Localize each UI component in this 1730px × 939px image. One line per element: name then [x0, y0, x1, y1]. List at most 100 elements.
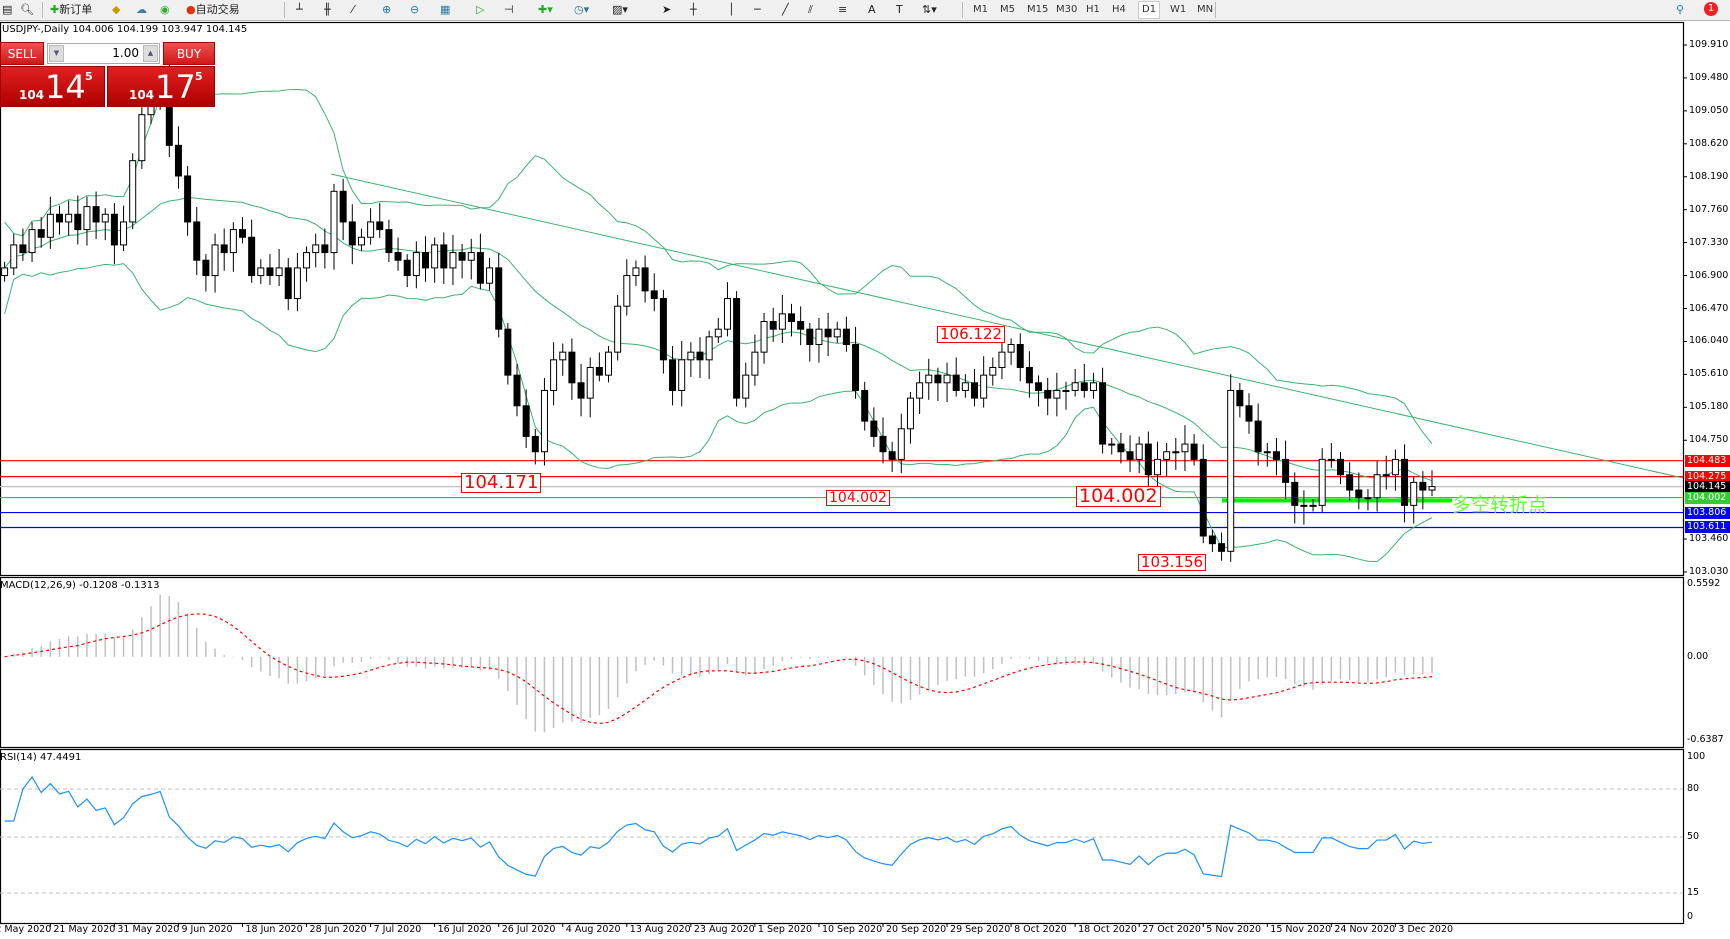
timeframe-m1[interactable]: M1	[973, 4, 988, 15]
line-chart-icon[interactable]: ⁄	[352, 3, 354, 16]
timeframe-d1[interactable]: D1	[1138, 1, 1161, 19]
candle-bear	[403, 259, 411, 277]
arrows-icon[interactable]: ⇅▾	[922, 3, 937, 16]
timeframe-h1[interactable]: H1	[1086, 4, 1100, 15]
new-order-button[interactable]: ✚新订单	[50, 1, 92, 19]
lot-size-stepper[interactable]: ▼ 1.00 ▲	[47, 43, 160, 64]
candlestick-icon[interactable]: ╫	[324, 3, 331, 16]
auto-trading-button[interactable]: ●自动交易	[186, 1, 240, 19]
macd-signal-line	[4, 613, 1433, 725]
navigator-icon[interactable]: 🔍︎	[20, 3, 34, 16]
signals-icon[interactable]: ◉	[160, 3, 170, 16]
timeframe-m5[interactable]: M5	[1000, 4, 1015, 15]
rsi-label: RSI(14) 47.4491	[0, 752, 82, 763]
sell-price-box[interactable]: 104 14 5	[0, 66, 105, 107]
candle-bear	[1208, 535, 1216, 545]
candle-bear	[394, 252, 402, 261]
price-level-marker: 103.806	[1685, 506, 1730, 519]
date-tick-label: 8 Oct 2020	[1014, 924, 1067, 935]
text-label-icon[interactable]: T	[896, 3, 903, 16]
experts-icon[interactable]: ☁	[136, 3, 147, 16]
candle-bear	[952, 374, 960, 391]
candle-bull	[28, 229, 36, 254]
timeframe-m30[interactable]: M30	[1056, 4, 1078, 15]
candle-bear	[1419, 481, 1427, 491]
tile-windows-icon[interactable]: ▦	[440, 3, 451, 16]
zoom-out-icon[interactable]: ⊖	[410, 3, 420, 16]
buy-price-box[interactable]: 104 17 5	[107, 66, 215, 107]
autoscroll-icon[interactable]: ▷	[476, 3, 485, 16]
candle-bull	[1135, 443, 1143, 460]
price-tick-label: 107.330	[1689, 236, 1729, 248]
trendline-icon[interactable]: ╱	[782, 3, 789, 16]
indicators-icon[interactable]: ✚▾	[538, 3, 553, 16]
sell-price-sup: 5	[85, 70, 93, 83]
candle-bear	[193, 221, 201, 261]
candle-bear	[879, 435, 887, 453]
candle-bear	[239, 229, 246, 238]
candle-bear	[870, 420, 878, 437]
timeframe-h4[interactable]: H4	[1112, 4, 1126, 15]
candle-bear	[568, 351, 576, 384]
lot-increase-button[interactable]: ▲	[143, 45, 158, 62]
candle-bull	[705, 336, 713, 361]
timeframe-w1[interactable]: W1	[1170, 4, 1187, 15]
candle-bear	[641, 267, 649, 292]
bollinger-upper	[4, 88, 1433, 445]
candle-bear	[1190, 443, 1198, 460]
price-level-marker: 104.275	[1685, 470, 1730, 483]
candle-bull	[275, 267, 283, 277]
candle-bear	[1272, 451, 1280, 460]
candle-bull	[129, 160, 137, 223]
lot-size-input[interactable]: 1.00	[112, 46, 139, 60]
price-tick-label: 109.910	[1689, 39, 1729, 50]
lot-decrease-button[interactable]: ▼	[49, 45, 64, 62]
notification-badge[interactable]: 1	[1704, 2, 1718, 16]
candle-bear	[888, 451, 896, 460]
date-tick-label: 26 Jul 2020	[501, 924, 556, 935]
candle-bull	[605, 351, 612, 376]
candle-bear	[348, 221, 356, 246]
candle-bear	[476, 252, 484, 284]
crosshair-icon[interactable]: ┼	[690, 3, 697, 16]
candle-bear	[92, 206, 100, 223]
chart-shift-icon[interactable]: ⊣	[504, 3, 514, 16]
candle-bull	[83, 206, 91, 231]
candle-bull	[229, 229, 237, 254]
candle-bear	[797, 321, 805, 330]
fibonacci-icon[interactable]: ≡	[838, 3, 848, 16]
candle-bull	[925, 374, 933, 384]
candle-bear	[220, 244, 228, 254]
bar-chart-icon[interactable]: ┴	[296, 3, 303, 16]
candle-bull	[1053, 389, 1061, 399]
search-icon[interactable]: ⚲	[1676, 3, 1685, 16]
periods-icon[interactable]: ◷▾	[574, 3, 590, 16]
horizontal-line-icon[interactable]: ─	[754, 3, 761, 16]
candle-bull	[714, 328, 722, 338]
text-icon[interactable]: A	[868, 3, 876, 16]
sell-button[interactable]: SELL	[0, 42, 44, 65]
equidistant-channel-icon[interactable]: ⫽	[808, 3, 813, 16]
zoom-in-icon[interactable]: ⊕	[382, 3, 392, 16]
date-tick-label: 29 Sep 2020	[950, 924, 1011, 935]
history-icon[interactable]: ◆	[112, 3, 121, 16]
candle-bear	[577, 382, 585, 399]
cursor-icon[interactable]: ➤	[662, 3, 672, 16]
one-click-trading-panel: SELL ▼ 1.00 ▲ BUY 104 14 5 104 17 5	[0, 42, 215, 107]
new-chart-icon[interactable]: ▤	[2, 3, 13, 16]
candle-bear	[37, 229, 45, 238]
rsi-tick-label: 0	[1687, 911, 1694, 922]
candle-bear	[74, 213, 82, 231]
candle-bear	[1144, 443, 1152, 476]
timeframe-m15[interactable]: M15	[1027, 4, 1049, 15]
buy-button[interactable]: BUY	[163, 42, 215, 65]
rsi-tick-label: 100	[1687, 751, 1706, 762]
candle-bull	[916, 382, 924, 399]
vertical-line-icon[interactable]: │	[728, 3, 735, 16]
macd-label: MACD(12,26,9) -0.1208 -0.1313	[0, 580, 160, 591]
templates-icon[interactable]: ▨▾	[612, 3, 628, 16]
timeframe-mn[interactable]: MN	[1197, 4, 1214, 15]
auto-trading-label: 自动交易	[195, 3, 240, 16]
candle-bull	[778, 313, 786, 330]
